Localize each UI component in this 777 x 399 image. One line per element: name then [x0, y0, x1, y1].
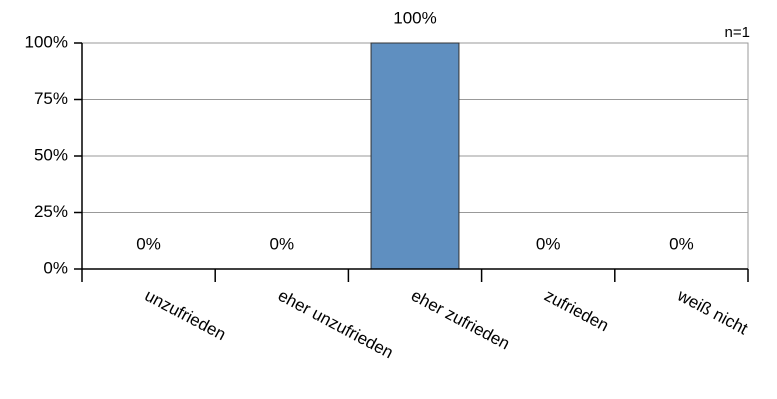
- value-label: 100%: [393, 8, 436, 27]
- x-tick-label: eher unzufrieden: [275, 286, 397, 363]
- x-tick-label: eher zufrieden: [408, 286, 513, 354]
- y-tick-label: 100%: [25, 32, 68, 51]
- x-tick-label: zufrieden: [541, 286, 612, 336]
- x-tick-label: weiß nicht: [674, 285, 752, 338]
- y-tick-label: 50%: [34, 145, 68, 164]
- y-tick-label: 25%: [34, 202, 68, 221]
- y-tick-label: 75%: [34, 89, 68, 108]
- value-label: 0%: [136, 234, 161, 253]
- value-label: 0%: [669, 234, 694, 253]
- bar: [370, 42, 460, 270]
- y-tick-label: 0%: [43, 258, 68, 277]
- x-tick-label: unzufrieden: [142, 286, 229, 344]
- value-label: 0%: [270, 234, 295, 253]
- value-label: 0%: [536, 234, 561, 253]
- annotation: n=1: [725, 24, 750, 41]
